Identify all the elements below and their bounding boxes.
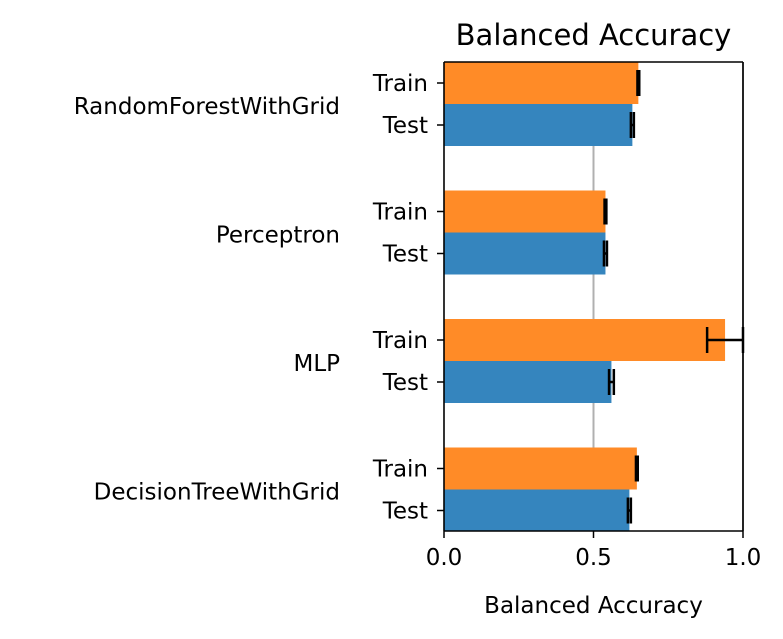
group-label: DecisionTreeWithGrid <box>94 480 340 506</box>
plot-area: RandomForestWithGrid Train Test Perceptron T… <box>74 61 762 571</box>
bar-label-train: Train <box>372 328 428 354</box>
bar-train <box>444 447 637 490</box>
group-label: MLP <box>293 351 340 377</box>
x-tick-label: 0.0 <box>426 545 463 571</box>
bar-train <box>444 319 726 361</box>
bar-train <box>444 62 639 104</box>
bar-train <box>444 190 606 233</box>
bar-label-test: Test <box>382 113 428 139</box>
bar-label-train: Train <box>372 457 428 483</box>
bar-test <box>444 104 633 146</box>
x-axis-label: Balanced Accuracy <box>484 593 703 619</box>
group-label: Perceptron <box>216 223 340 249</box>
chart-title: Balanced Accuracy <box>456 18 732 52</box>
group-label: RandomForestWithGrid <box>74 94 340 120</box>
bar-label-test: Test <box>382 370 428 396</box>
bar-test <box>444 232 606 275</box>
x-tick-label: 1.0 <box>725 545 762 571</box>
bar-label-train: Train <box>372 71 428 97</box>
bar-test <box>444 489 630 532</box>
bar-label-train: Train <box>372 200 428 226</box>
x-tick-label: 0.5 <box>575 545 612 571</box>
bar-label-test: Test <box>382 242 428 268</box>
bar-test <box>444 361 612 403</box>
bar-label-test: Test <box>382 499 428 525</box>
